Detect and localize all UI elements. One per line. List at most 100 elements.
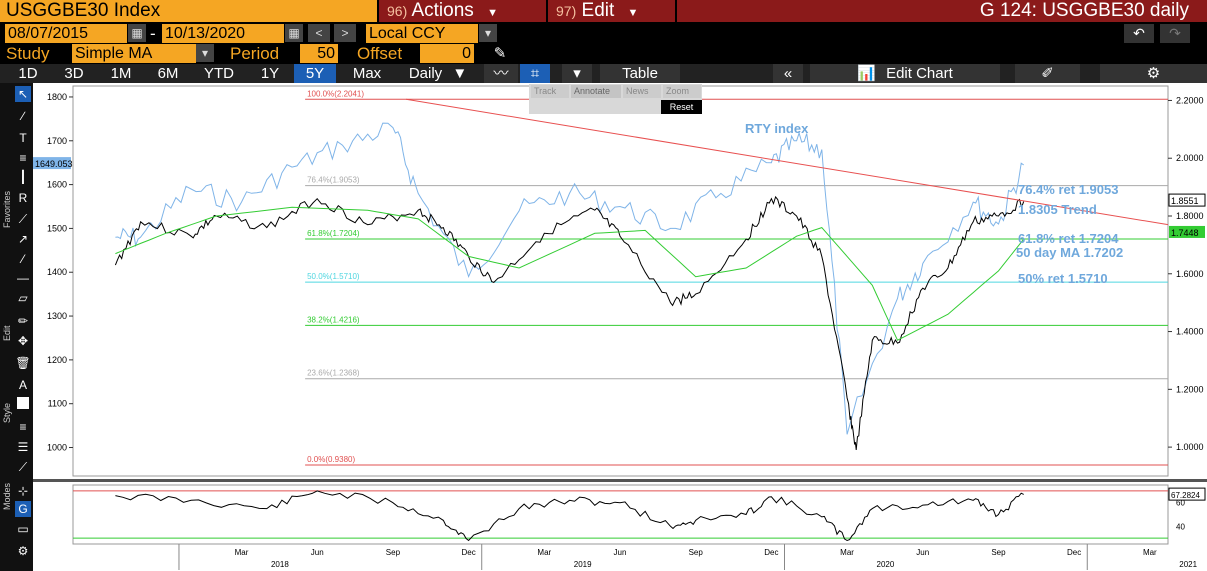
x-tick-label: Dec [461, 548, 475, 557]
line-style-icon[interactable]: ☰ [17, 440, 29, 454]
mini-toolbar: Track Annotate News Zoom Reset [529, 84, 702, 114]
date-separator: - [150, 24, 156, 43]
range-1m[interactable]: 1M [110, 65, 132, 82]
hatch-icon[interactable]: ⟋ [18, 460, 28, 474]
offset-field[interactable]: 0 [420, 44, 474, 63]
table-button[interactable]: Table [600, 64, 680, 83]
annotation-label: RTY index [745, 121, 809, 136]
fib-icon[interactable]: ≡ [19, 151, 27, 165]
bar-chart-icon: 📊 [857, 65, 876, 82]
calendar-icon[interactable]: ▦ [285, 24, 303, 42]
period-label: Period [230, 44, 280, 63]
x-tick-label: Mar [1143, 548, 1157, 557]
track-button[interactable]: Track [531, 85, 569, 98]
end-date-field[interactable]: 10/13/2020 [162, 24, 284, 43]
pen-icon[interactable]: ✎ [493, 45, 507, 62]
rsi-series-line [115, 490, 1024, 542]
range-1d[interactable]: 1D [18, 65, 38, 82]
offset-label: Offset [357, 44, 403, 63]
color-fill-icon[interactable] [15, 397, 31, 413]
study-dropdown-icon[interactable]: ▾ [196, 44, 214, 62]
chart-area[interactable]: 1800 1700 1600 1500 1400 1300 1200 1100 1000 2.20… [33, 83, 1207, 571]
x-tick-label: Jun [614, 548, 627, 557]
x-tick-label: Sep [689, 548, 704, 557]
retracement-label: 38.2%(1.4216) [307, 315, 360, 324]
currency-dropdown-icon[interactable]: ▾ [479, 24, 497, 42]
study-field[interactable]: Simple MA [72, 44, 196, 63]
prev-arrow-icon[interactable]: < [308, 24, 330, 42]
font-icon[interactable]: A [18, 378, 27, 392]
settings-icon[interactable]: ⚙ [17, 544, 29, 558]
annotate-button[interactable]: Annotate [571, 85, 621, 98]
actions-label: Actions [411, 0, 474, 21]
reset-button[interactable]: Reset [661, 100, 702, 114]
range-1y[interactable]: 1Y [260, 65, 280, 82]
right-tick-label: 1.8000 [1176, 211, 1204, 221]
undo-icon[interactable]: ↶ [1124, 24, 1154, 43]
r-icon[interactable]: R [18, 191, 28, 205]
x-year-label: 2020 [877, 560, 895, 569]
range-3d[interactable]: 3D [64, 65, 84, 82]
range-ytd[interactable]: YTD [204, 65, 234, 82]
x-tick-label: Mar [840, 548, 854, 557]
next-arrow-icon[interactable]: > [334, 24, 356, 42]
rsi-tick-label: 40 [1176, 522, 1185, 531]
news-button[interactable]: News [623, 85, 661, 98]
pencil-icon[interactable]: ✏ [17, 314, 29, 328]
vertical-line-icon[interactable]: ┃ [19, 170, 27, 184]
retracement-label: 61.8%(1.7204) [307, 229, 360, 238]
retracement-label: 23.6%(1.2368) [307, 369, 360, 378]
chart-type-dropdown-icon[interactable]: ▾ [562, 64, 592, 83]
text-icon[interactable]: T [19, 131, 27, 145]
screen-icon[interactable]: ▭ [17, 522, 29, 536]
redo-icon[interactable]: ↷ [1160, 24, 1190, 43]
retracement-label: 100.0%(2.2041) [307, 89, 364, 98]
crosshair-icon[interactable]: ⌗ [520, 64, 550, 83]
currency-field[interactable]: Local CCY [366, 24, 478, 43]
line-width-icon[interactable]: ≡ [19, 420, 27, 434]
pointer-icon[interactable]: ↖ [15, 86, 31, 102]
right-tick-label: 1.2000 [1176, 384, 1204, 394]
settings-gear-icon[interactable]: ⚙ [1100, 64, 1207, 83]
actions-menu[interactable]: 96) Actions ▼ [377, 0, 524, 22]
frequency-label: Daily [408, 65, 443, 82]
extend-line-icon[interactable]: ⟋ [18, 212, 28, 226]
line-chart-icon[interactable]: 〰 [484, 64, 518, 83]
calendar-icon[interactable]: ▦ [128, 24, 146, 42]
collapse-icon[interactable]: « [773, 64, 803, 83]
frequency-dropdown[interactable]: Daily ▼ [398, 64, 478, 83]
x-year-label: 2021 [1179, 560, 1197, 569]
range-5y[interactable]: 5Y [294, 64, 336, 83]
zoom-button[interactable]: Zoom [663, 85, 701, 98]
divider [675, 0, 677, 22]
arrow-draw-icon[interactable]: ↗ [17, 232, 29, 246]
left-tick-label: 1300 [47, 311, 67, 321]
ticker-field[interactable]: USGGBE30 Index [0, 0, 377, 22]
hline-icon[interactable]: — [17, 271, 29, 285]
trash-icon[interactable]: 🗑 [15, 356, 31, 370]
channel-icon[interactable]: ▱ [18, 291, 28, 305]
caret-down-icon: ▼ [627, 7, 639, 19]
line-draw-icon[interactable]: ∕ [21, 109, 24, 123]
last-value-badge [1168, 193, 1206, 207]
retracement-label: 0.0%(0.9380) [307, 455, 355, 464]
actions-num: 96) [387, 3, 408, 19]
annotate-pen-icon[interactable]: ✐ [1015, 64, 1080, 83]
period-field[interactable]: 50 [300, 44, 338, 63]
range-6m[interactable]: 6M [157, 65, 179, 82]
date-bar: 08/07/2015 ▦ - 10/13/2020 ▦ < > Local CC… [0, 23, 1207, 43]
edit-chart-button[interactable]: 📊 Edit Chart [810, 64, 1000, 83]
range-max[interactable]: Max [352, 65, 382, 82]
rty-value-text: 1649.053 [35, 159, 73, 169]
crosshair-mode-icon[interactable]: ⊹ [17, 484, 29, 498]
move-icon[interactable]: ✥ [17, 334, 29, 348]
x-year-label: 2018 [271, 560, 289, 569]
mode-g-icon[interactable]: G [15, 501, 31, 517]
modes-side-label: Modes [2, 482, 12, 510]
start-date-field[interactable]: 08/07/2015 [5, 24, 127, 43]
rsi-tick-label: 60 [1176, 499, 1185, 508]
annotation-label: 1.8305 Trend [1018, 202, 1097, 217]
edit-menu[interactable]: 97) Edit ▼ [546, 0, 673, 22]
ray-icon[interactable]: ⁄ [21, 252, 24, 266]
x-tick-label: Jun [311, 548, 324, 557]
